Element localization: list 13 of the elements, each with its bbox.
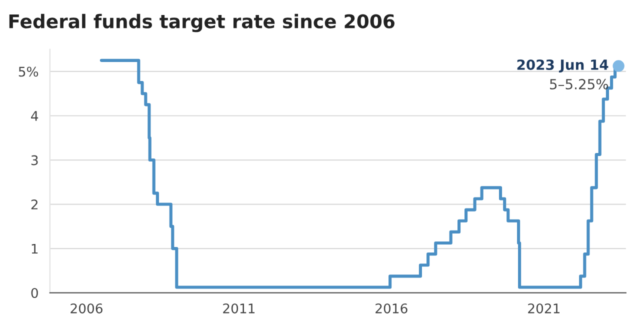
x-tick-label: 2016 — [376, 303, 408, 314]
y-tick-label: 3 — [31, 155, 38, 166]
y-tick-label: 4 — [31, 111, 38, 121]
y-tick-label: 2 — [31, 200, 38, 210]
x-tick-label: 2006 — [70, 303, 102, 314]
annotation: 2023 Jun 14 — [517, 59, 608, 73]
x-tick-label: 2021 — [528, 303, 560, 314]
y-tick-label: 1 — [32, 244, 38, 254]
x-tick-label: 2011 — [223, 303, 255, 314]
chart-title: Federal funds target rate since 2006 — [9, 14, 394, 32]
y-tick-label: 5% — [18, 66, 38, 77]
annotation: 5–5.25% — [550, 78, 608, 90]
y-tick-label: 0 — [31, 288, 38, 298]
